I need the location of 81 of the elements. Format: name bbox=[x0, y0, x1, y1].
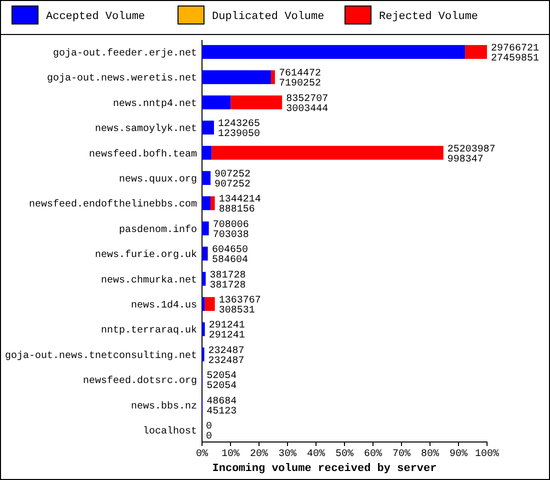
bar bbox=[202, 272, 206, 286]
y-tick-label: news.samoylyk.net bbox=[94, 123, 197, 136]
bar bbox=[202, 95, 231, 110]
annotation: 703038 bbox=[212, 230, 249, 241]
x-tick-label: 20% bbox=[250, 449, 268, 460]
y-tick-label: news.furie.org.uk bbox=[94, 249, 197, 262]
y-tick-label: newsfeed.dotsrc.org bbox=[82, 375, 197, 388]
annotation: 25203987 bbox=[447, 144, 496, 156]
annotation: 1243265 bbox=[218, 119, 260, 130]
annotation: 291241 bbox=[208, 320, 245, 332]
x-tick-label: 60% bbox=[364, 449, 382, 460]
x-axis-title: Incoming volume received by server bbox=[212, 463, 437, 475]
x-tick-label: 70% bbox=[392, 449, 411, 460]
annotation: 45123 bbox=[206, 406, 237, 418]
annotation: 604650 bbox=[212, 245, 248, 256]
annotation: 29766721 bbox=[491, 43, 540, 54]
y-tick-label: goja-out.news.tnetconsulting.net bbox=[4, 350, 197, 362]
bar bbox=[202, 322, 205, 336]
annotation: 8352707 bbox=[286, 94, 328, 105]
x-tick-label: 30% bbox=[278, 449, 297, 460]
y-tick-label: news.nntp4.net bbox=[112, 98, 197, 110]
annotation: 708006 bbox=[212, 220, 249, 231]
bar bbox=[202, 221, 209, 236]
x-tick-label: 50% bbox=[335, 449, 354, 460]
bar bbox=[204, 297, 215, 311]
y-tick-label: news.bbs.nz bbox=[130, 400, 197, 412]
bar bbox=[202, 120, 214, 135]
annotation: 381728 bbox=[210, 270, 246, 282]
x-tick-label: 90% bbox=[449, 449, 468, 460]
y-tick-label: goja-out.news.weretis.net bbox=[46, 72, 197, 85]
bar bbox=[465, 45, 487, 59]
x-tick-label: 80% bbox=[420, 449, 440, 460]
annotation: 1363767 bbox=[218, 296, 261, 307]
annotation: 308531 bbox=[218, 306, 255, 317]
legend-label: Rejected Volume bbox=[379, 11, 478, 23]
annotation: 7614472 bbox=[278, 68, 321, 80]
y-tick-label: goja-out.feeder.erje.net bbox=[52, 47, 197, 60]
bar bbox=[210, 196, 215, 210]
x-tick-label: 100% bbox=[474, 449, 500, 460]
annotation: 907252 bbox=[214, 179, 251, 190]
bar bbox=[202, 146, 212, 160]
annotation: 27459851 bbox=[491, 53, 540, 64]
y-tick-label: pasdenom.info bbox=[118, 224, 197, 236]
annotation: 0 bbox=[206, 432, 212, 443]
x-tick-label: 40% bbox=[306, 449, 326, 460]
y-tick-label: newsfeed.endofthelinebbs.com bbox=[28, 198, 197, 211]
bar bbox=[202, 297, 205, 311]
y-tick-label: localhost bbox=[142, 426, 197, 438]
x-tick-label: 10% bbox=[221, 449, 240, 460]
x-tick-label: 0% bbox=[196, 449, 208, 460]
y-tick-label: news.quux.org bbox=[118, 174, 197, 186]
y-tick-label: news.chmurka.net bbox=[100, 274, 197, 286]
annotation: 291241 bbox=[208, 330, 245, 342]
annotation: 48684 bbox=[206, 396, 237, 408]
bar bbox=[202, 246, 208, 261]
annotation: 232487 bbox=[208, 356, 244, 367]
annotation: 7190252 bbox=[278, 78, 321, 90]
bar bbox=[230, 95, 282, 110]
legend-label: Accepted Volume bbox=[46, 11, 146, 23]
annotation: 381728 bbox=[210, 280, 246, 292]
annotation: 998347 bbox=[447, 154, 484, 166]
annotation: 907252 bbox=[214, 169, 251, 180]
annotation: 52054 bbox=[206, 381, 237, 392]
bar bbox=[202, 196, 211, 210]
annotation: 232487 bbox=[208, 346, 244, 357]
bar bbox=[202, 45, 466, 59]
y-tick-label: nntp.terraraq.uk bbox=[100, 324, 197, 337]
legend-label: Duplicated Volume bbox=[212, 11, 324, 23]
y-tick-label: news.1d4.us bbox=[130, 300, 197, 312]
bar bbox=[202, 70, 271, 84]
y-tick-label: newsfeed.bofh.team bbox=[88, 148, 197, 160]
annotation: 584604 bbox=[212, 255, 248, 266]
annotation: 3003444 bbox=[286, 104, 328, 115]
annotation: 1239050 bbox=[218, 129, 260, 140]
annotation: 52054 bbox=[206, 371, 237, 382]
annotation: 888156 bbox=[218, 204, 255, 216]
annotation: 0 bbox=[206, 422, 212, 433]
annotation: 1344214 bbox=[218, 194, 261, 206]
bar bbox=[212, 146, 444, 160]
bar bbox=[270, 70, 275, 84]
bar bbox=[202, 171, 211, 185]
